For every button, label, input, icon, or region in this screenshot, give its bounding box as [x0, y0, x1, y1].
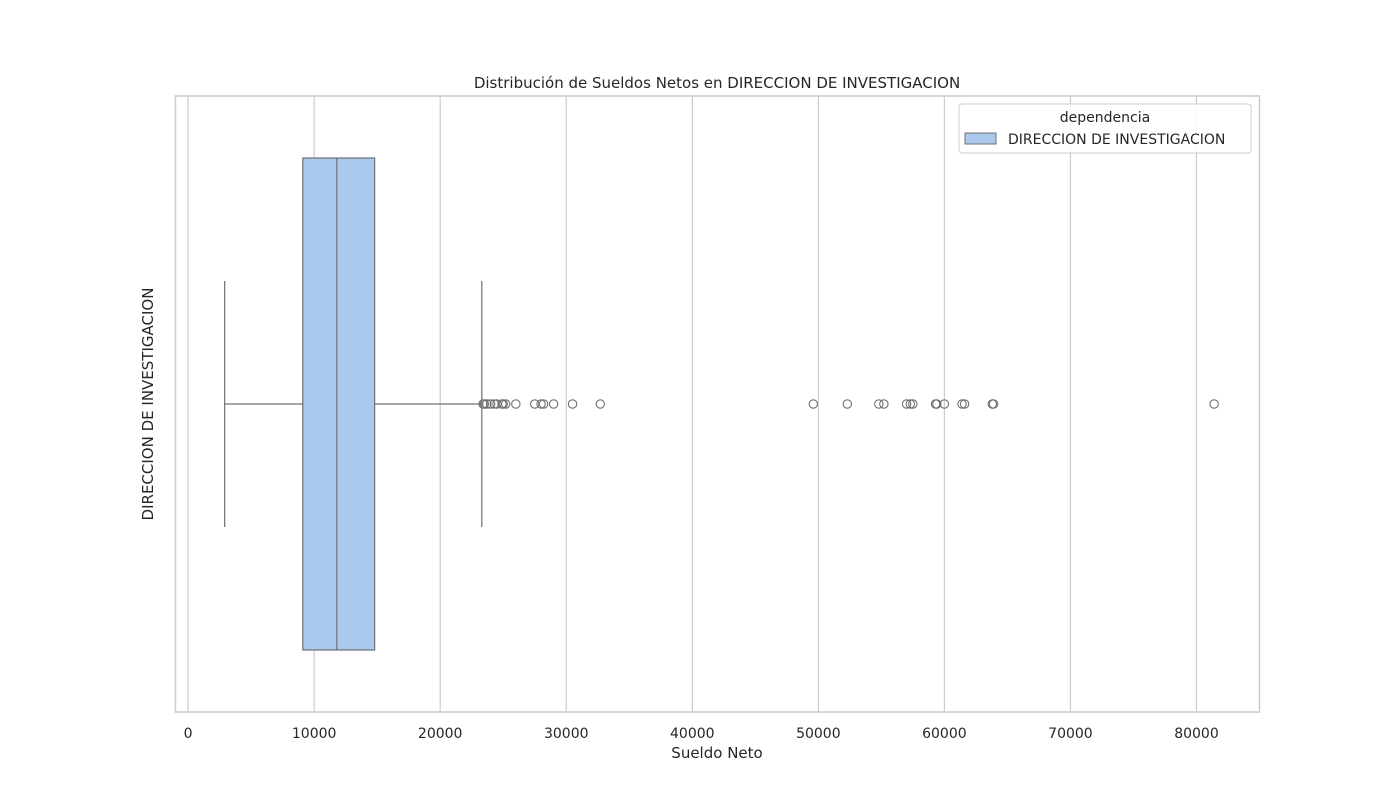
outlier-point — [536, 399, 546, 409]
iqr-box — [302, 157, 376, 651]
legend-entry-label: DIRECCION DE INVESTIGACION — [1008, 132, 1225, 148]
x-tick-label: 10000 — [292, 726, 337, 742]
outlier-point — [548, 399, 559, 409]
legend-title: dependencia — [1060, 110, 1150, 126]
outlier-point — [595, 399, 606, 409]
x-tick-label: 80000 — [1174, 726, 1219, 742]
outlier-point — [482, 399, 492, 409]
x-axis-label: Sueldo Neto — [671, 744, 762, 762]
outlier-point — [874, 399, 884, 409]
plot-frame — [174, 95, 1261, 713]
outlier-point — [498, 399, 508, 409]
box-layer — [224, 157, 483, 651]
outlier-point — [538, 399, 549, 409]
outlier-point — [485, 399, 496, 409]
outlier-point — [808, 399, 819, 409]
x-tick-label: 30000 — [544, 726, 589, 742]
x-tick-label: 50000 — [796, 726, 841, 742]
outlier-point — [908, 399, 918, 409]
outlier-point — [905, 399, 916, 409]
outlier-point — [879, 399, 889, 409]
y-axis-label: DIRECCION DE INVESTIGACION — [139, 288, 157, 521]
legend-swatch — [964, 132, 997, 145]
outlier-point — [932, 399, 942, 409]
outlier-point — [511, 399, 521, 409]
outlier-point — [567, 399, 578, 409]
outlier-point — [842, 399, 853, 409]
outlier-point — [1209, 399, 1219, 409]
outlier-point — [500, 399, 511, 409]
x-tick-label: 60000 — [922, 726, 967, 742]
x-tick-labels: 0 10000 20000 30000 40000 50000 60000 70000 8000… — [184, 726, 1219, 742]
x-tick-label: 70000 — [1048, 726, 1093, 742]
outlier-point — [959, 399, 970, 409]
chart-title: Distribución de Sueldos Netos en DIRECCI… — [474, 74, 960, 92]
outlier-point — [901, 399, 912, 409]
x-tick-label: 0 — [184, 726, 193, 742]
outlier-point — [479, 399, 490, 409]
legend-frame — [958, 103, 1252, 154]
outlier-points — [478, 399, 1219, 409]
legend: dependencia DIRECCION DE INVESTIGACION — [958, 103, 1252, 154]
outlier-point — [939, 399, 950, 409]
outlier-point — [957, 399, 967, 409]
outlier-point — [988, 399, 999, 409]
x-tick-label: 40000 — [670, 726, 715, 742]
x-tick-label: 20000 — [418, 726, 463, 742]
